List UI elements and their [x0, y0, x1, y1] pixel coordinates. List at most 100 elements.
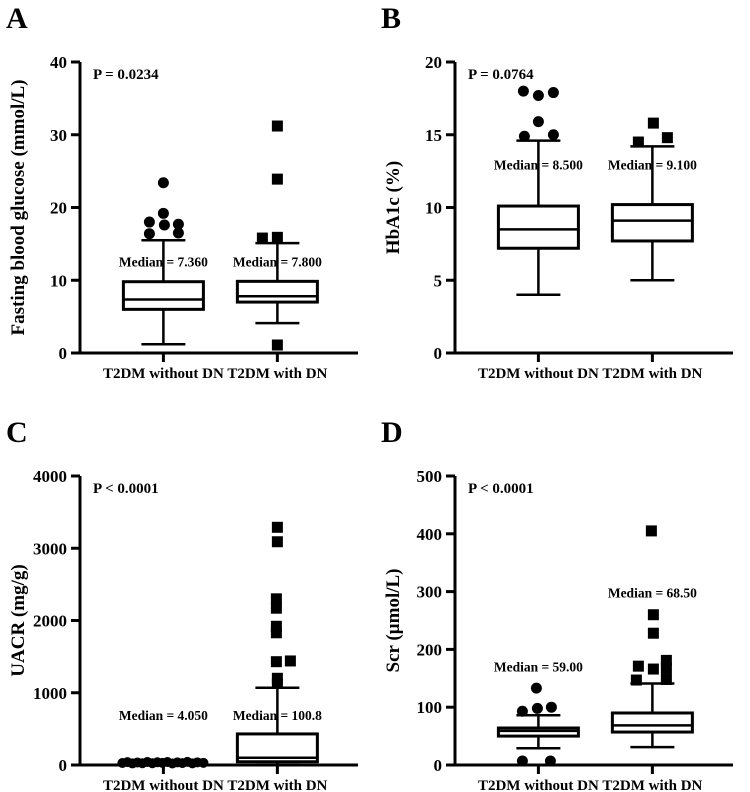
y-tick-label: 500 — [417, 467, 443, 486]
outlier-marker-square — [270, 627, 282, 639]
outlier-marker-circle — [545, 701, 557, 713]
outlier-marker-square — [271, 677, 283, 689]
outlier-marker-square — [256, 232, 268, 244]
outlier-marker-circle — [158, 219, 170, 231]
outlier-marker-square — [284, 655, 296, 667]
category-label: T2DM with DN — [602, 778, 702, 792]
y-tick-label: 3000 — [33, 539, 67, 558]
outlier-marker-circle — [157, 177, 169, 189]
y-tick-label: 2000 — [33, 612, 67, 631]
panel-c-uacr: C UACR (mg/g) 0 1000 2000 3000 4000 P < 0.0001 T… — [6, 416, 358, 792]
outlier-marker-circle — [532, 116, 544, 128]
box — [496, 204, 580, 250]
outlier-marker-circle — [530, 682, 542, 694]
y-tick-label: 30 — [50, 126, 67, 145]
y-tick-label: 300 — [417, 583, 443, 602]
outlier-marker-circle — [531, 702, 543, 714]
box — [235, 279, 319, 304]
y-tick-label: 1000 — [33, 684, 67, 703]
data-point-marker — [198, 757, 209, 768]
outlier-marker-square — [647, 609, 659, 621]
outlier-marker-square — [271, 231, 283, 243]
outlier-marker-square — [647, 117, 659, 129]
outlier-marker-circle — [532, 89, 544, 101]
category-label: T2DM without DN — [103, 778, 224, 792]
outlier-marker-square — [271, 521, 283, 533]
median-annotation: Median = 100.8 — [233, 708, 322, 723]
y-tick-label: 20 — [425, 53, 442, 72]
outlier-marker-square — [632, 136, 644, 148]
category-label: T2DM without DN — [478, 366, 599, 382]
outlier-marker-circle — [544, 755, 556, 767]
panel-d-scr: D Scr (µmol/L) 0 100 200 300 400 500 P < 0.0001 T… — [381, 416, 733, 792]
y-tick-label: 20 — [50, 199, 67, 218]
category-label: T2DM without DN — [478, 778, 599, 792]
outlier-marker-circle — [547, 87, 559, 99]
outlier-marker-square — [271, 536, 283, 548]
y-tick-label: 0 — [434, 344, 443, 363]
outlier-marker-square — [645, 525, 657, 537]
median-annotation: Median = 59.00 — [494, 659, 583, 674]
outlier-marker-circle — [143, 228, 155, 240]
outlier-marker-square — [660, 673, 672, 685]
outlier-marker-square — [661, 132, 673, 144]
category-label: T2DM with DN — [227, 778, 327, 792]
y-tick-label: 0 — [59, 344, 68, 363]
box — [610, 203, 694, 243]
y-tick-label: 400 — [417, 525, 443, 544]
y-tick-label: 10 — [50, 271, 67, 290]
outlier-marker-square — [271, 120, 283, 132]
panel-letter: B — [381, 2, 401, 35]
outlier-marker-circle — [143, 216, 155, 228]
median-annotation: Median = 68.50 — [608, 585, 697, 600]
outlier-marker-square — [660, 654, 672, 666]
outlier-marker-circle — [172, 218, 184, 230]
outlier-marker-square — [270, 620, 282, 632]
panel-a-fasting-blood-glucose: A Fasting blood glucose (mmol/L) 0 10 20 30 40… — [6, 2, 358, 382]
outlier-marker-square — [270, 656, 282, 668]
y-axis-title: Scr (µmol/L) — [383, 569, 404, 673]
y-tick-label: 40 — [50, 53, 67, 72]
outlier-marker-circle — [516, 755, 528, 767]
panel-letter: A — [6, 2, 28, 35]
y-axis-title: Fasting blood glucose (mmol/L) — [8, 80, 29, 336]
outlier-marker-square — [647, 663, 659, 675]
panel-letter: C — [6, 416, 28, 449]
y-tick-label: 15 — [425, 126, 442, 145]
outlier-marker-square — [632, 660, 644, 672]
p-value-label: P < 0.0001 — [93, 481, 159, 497]
category-label: T2DM with DN — [602, 366, 702, 382]
outlier-marker-square — [630, 674, 642, 686]
p-value-label: P < 0.0001 — [468, 481, 534, 497]
p-value-label: P = 0.0764 — [468, 67, 534, 83]
y-tick-label: 200 — [417, 640, 443, 659]
y-tick-label: 0 — [434, 756, 443, 775]
outlier-marker-circle — [157, 207, 169, 219]
y-axis-title: UACR (mg/g) — [8, 564, 29, 676]
median-annotation: Median = 8.500 — [494, 158, 583, 173]
median-annotation: Median = 9.100 — [608, 158, 697, 173]
box — [610, 711, 694, 734]
outlier-marker-square — [660, 662, 672, 674]
outlier-marker-circle — [517, 85, 529, 97]
y-tick-label: 10 — [425, 199, 442, 218]
outlier-marker-circle — [547, 129, 559, 141]
y-tick-label: 4000 — [33, 467, 67, 486]
y-axis-title: HbA1c (%) — [383, 161, 404, 254]
panel-letter: D — [381, 416, 403, 449]
median-annotation: Median = 7.800 — [233, 254, 322, 269]
box — [121, 280, 205, 311]
y-tick-label: 100 — [417, 698, 443, 717]
median-annotation: Median = 4.050 — [119, 708, 208, 723]
y-tick-label: 0 — [59, 756, 68, 775]
outlier-marker-square — [271, 339, 283, 351]
y-tick-label: 5 — [434, 271, 443, 290]
outlier-marker-square — [270, 602, 282, 614]
category-label: T2DM without DN — [103, 366, 224, 382]
outlier-marker-circle — [516, 705, 528, 717]
p-value-label: P = 0.0234 — [93, 67, 159, 83]
panel-b-hba1c: B HbA1c (%) 0 5 10 15 20 P = 0.0764 T2DM without… — [381, 2, 733, 382]
outlier-marker-square — [270, 593, 282, 605]
outlier-marker-square — [647, 627, 659, 639]
